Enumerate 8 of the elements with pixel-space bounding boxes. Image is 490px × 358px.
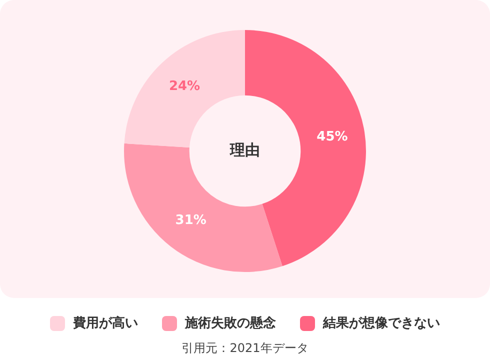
text: 引用元：2021年データ — [180, 340, 310, 357]
data-label: 31% — [175, 213, 206, 228]
legend-label: 結果が想像できない — [323, 315, 440, 332]
legend-label: 費用が高い — [73, 314, 138, 332]
data-label: 45% — [316, 130, 348, 145]
legend-label: 施術失敗の懸念 — [185, 315, 276, 332]
text: 理由 — [229, 140, 260, 159]
data-label: 24% — [168, 78, 200, 94]
